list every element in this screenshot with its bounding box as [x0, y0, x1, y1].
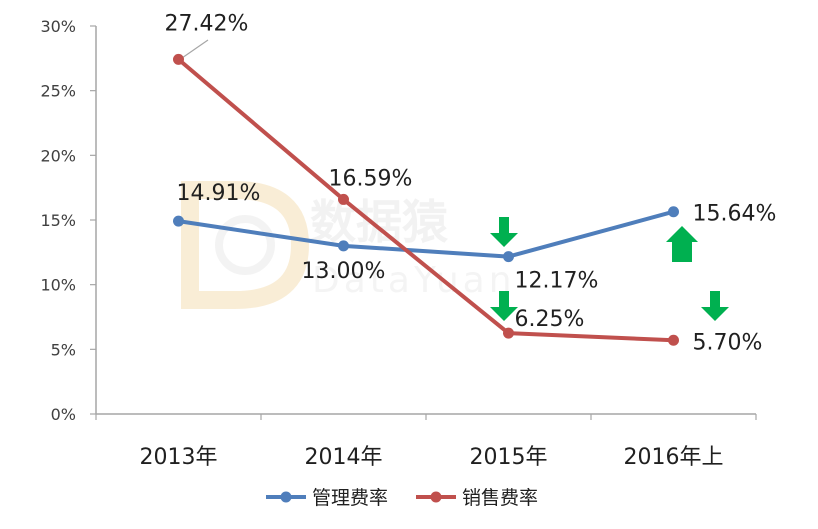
data-label: 14.91% — [177, 181, 261, 206]
data-label: 27.42% — [165, 11, 249, 36]
arrow-down-icon — [490, 217, 518, 247]
data-label: 13.00% — [302, 259, 386, 284]
leader-line — [181, 39, 209, 59]
x-tick-label: 2015年 — [470, 445, 548, 470]
data-point — [668, 206, 679, 218]
y-tick-label: 0% — [51, 405, 76, 424]
y-tick-label: 25% — [40, 82, 76, 101]
legend-label: 销售费率 — [462, 487, 538, 509]
data-label: 6.25% — [515, 307, 585, 332]
arrow-down-icon — [490, 291, 518, 321]
x-tick-label: 2016年上 — [624, 445, 724, 470]
y-tick-label: 10% — [40, 276, 76, 295]
data-label: 12.17% — [515, 269, 599, 294]
data-label: 15.64% — [693, 202, 777, 227]
x-tick-label: 2014年 — [305, 445, 383, 470]
series-line-1 — [178, 209, 675, 259]
series-line-2 — [177, 57, 674, 343]
data-label: 16.59% — [329, 166, 413, 191]
data-point — [338, 240, 349, 252]
watermark-text: 数据猿 — [310, 195, 449, 249]
data-label: 5.70% — [693, 330, 763, 355]
y-tick-label: 5% — [51, 340, 76, 359]
legend-swatch-marker — [430, 491, 442, 503]
watermark-subtext: DataYuan — [312, 260, 516, 301]
y-tick-label: 30% — [40, 17, 76, 36]
data-point — [668, 334, 679, 346]
data-point — [503, 251, 514, 263]
watermark-logo: 数据猿 DataYuan — [181, 181, 516, 309]
y-tick-label: 15% — [40, 211, 76, 230]
data-point — [503, 327, 514, 339]
x-tick-label: 2013年 — [140, 445, 218, 470]
arrow-up-icon — [666, 226, 698, 262]
data-point — [338, 193, 349, 205]
legend-label: 管理费率 — [312, 487, 388, 509]
data-point — [173, 53, 184, 65]
arrow-down-icon — [701, 291, 729, 321]
y-tick-label: 20% — [40, 146, 76, 165]
data-point — [173, 215, 184, 227]
legend-swatch-marker — [280, 491, 292, 503]
